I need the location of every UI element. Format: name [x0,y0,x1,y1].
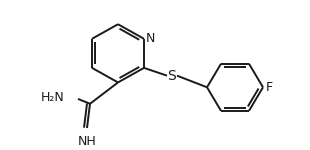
Text: H₂N: H₂N [40,92,64,104]
Text: NH: NH [78,135,96,148]
Text: S: S [168,69,176,83]
Text: F: F [266,81,273,94]
Text: N: N [146,32,155,45]
